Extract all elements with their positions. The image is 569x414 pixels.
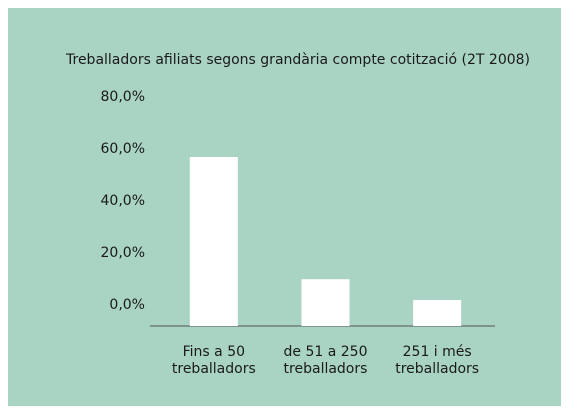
y-tick-label: 80,0% [101,89,145,105]
y-tick-label: 20,0% [101,245,145,261]
x-tick-label: de 51 a 250 treballadors [283,344,368,377]
bar [301,279,350,326]
y-tick-label: 60,0% [101,141,145,157]
bar [413,300,462,326]
y-tick-label: 40,0% [101,193,145,209]
y-tick-label: 0,0% [109,297,145,313]
chart-title: Treballadors afiliats segons grandària c… [65,52,530,68]
bar [189,157,238,326]
x-tick-label: Fins a 50 treballadors [171,344,256,377]
chart-background [8,8,561,406]
x-tick-label: 251 i més treballadors [395,344,480,377]
